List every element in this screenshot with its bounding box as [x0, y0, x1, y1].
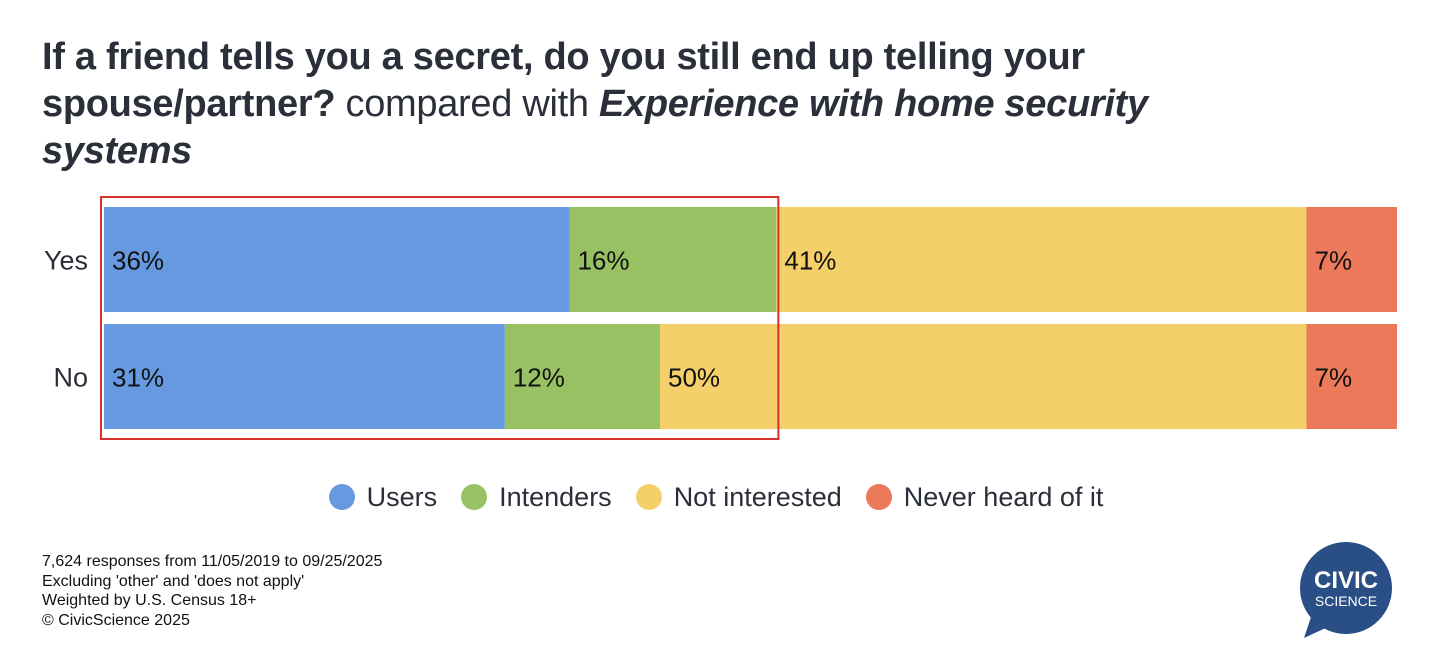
legend-item-users: Users	[328, 481, 438, 513]
title-connector: compared with	[345, 83, 590, 125]
category-label-no: No	[53, 363, 88, 393]
data-label-yes-intenders: 16%	[577, 246, 629, 276]
footer-line: 7,624 responses from 11/05/2019 to 09/25…	[42, 553, 383, 570]
civicscience-logo: CIVIC SCIENCE	[1300, 542, 1392, 638]
title-topic: Experience with home security systems	[42, 83, 1148, 172]
logo-bubble	[1300, 542, 1392, 634]
bar-no-never-heard-of-it	[1306, 324, 1397, 429]
stacked-bar-chart: Yes 36% 16% 41% 7% No 31% 12% 50% 7%	[44, 196, 1397, 440]
bar-yes-never-heard-of-it	[1306, 207, 1397, 312]
legend-label-not-interested: Not interested	[673, 481, 842, 512]
bar-no-users	[104, 324, 505, 429]
legend-item-never-heard-of-it: Never heard of it	[865, 481, 1104, 513]
data-label-no-users: 31%	[112, 363, 164, 393]
bar-yes-not-interested	[776, 207, 1307, 312]
legend-item-not-interested: Not interested	[635, 481, 842, 513]
footer-notes: 7,624 responses from 11/05/2019 to 09/25…	[42, 552, 382, 630]
highlight-box	[100, 196, 780, 440]
footer-line: © CivicScience 2025	[42, 611, 190, 629]
data-label-yes-never-heard-of-it: 7%	[1314, 246, 1352, 276]
logo-bubble-tail	[1304, 614, 1330, 638]
bar-yes-users	[104, 207, 570, 312]
legend-label-never-heard-of-it: Never heard of it	[903, 481, 1104, 512]
footer-line: Excluding 'other' and 'does not apply'	[42, 572, 305, 590]
legend-label-users: Users	[366, 481, 438, 512]
bar-no-not-interested	[659, 324, 1307, 429]
data-label-no-not-interested: 50%	[668, 363, 720, 393]
legend-item-intenders: Intenders	[461, 482, 612, 513]
data-label-no-never-heard-of-it: 7%	[1314, 363, 1352, 393]
logo-line2: SCIENCE	[1315, 593, 1377, 609]
category-label-yes: Yes	[44, 246, 88, 276]
legend-swatch-not-interested	[635, 484, 662, 510]
data-label-no-intenders: 12%	[513, 363, 565, 393]
legend-swatch-users	[328, 484, 355, 510]
title-question: If a friend tells you a secret, do you s…	[42, 36, 1085, 125]
logo-line1: CIVIC	[1314, 567, 1378, 594]
chart-title: If a friend tells you a secret, do you s…	[42, 34, 1292, 175]
legend-label-intenders: Intenders	[499, 481, 612, 512]
legend-swatch-intenders	[461, 484, 488, 510]
data-label-yes-users: 36%	[112, 246, 164, 276]
bar-no-intenders	[504, 324, 660, 429]
data-label-yes-not-interested: 41%	[784, 246, 836, 276]
legend-swatch-never-heard-of-it	[865, 484, 892, 510]
bar-yes-intenders	[569, 207, 777, 312]
chart-legend: Users Intenders Not interested Never heard …	[0, 476, 1432, 518]
footer-line: Weighted by U.S. Census 18+	[42, 592, 257, 609]
